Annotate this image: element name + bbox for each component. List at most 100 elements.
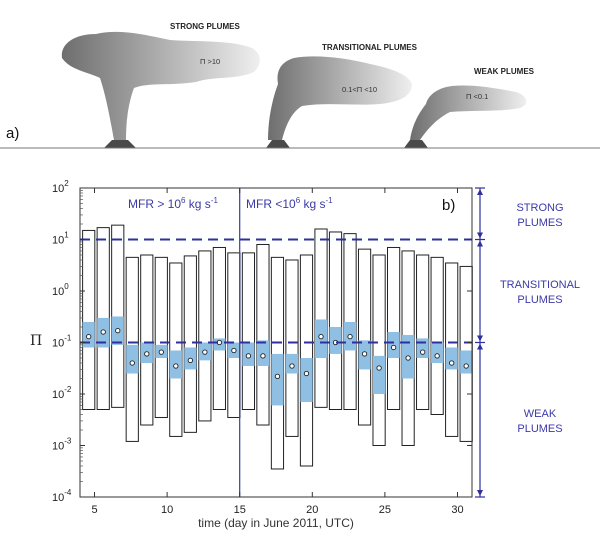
median-point-7: [187, 357, 193, 364]
category-markers: [475, 187, 485, 498]
range-bar-4: [140, 254, 154, 426]
category-arrow-up-1: [477, 240, 483, 247]
weak-plumes-title: WEAK PLUMES: [474, 67, 535, 76]
category-arrow-down-1: [477, 335, 483, 342]
y-tick-label-6: 10-4: [52, 488, 72, 504]
overlay-layer: [80, 188, 472, 497]
median-point-25: [449, 360, 455, 366]
x-tick-label-1: 10: [161, 504, 173, 516]
y-tick-label-1: 101: [52, 231, 69, 247]
category-arrow-up-0: [477, 189, 483, 195]
median-point-15: [303, 370, 310, 377]
weak-volcano-vent: [404, 140, 428, 148]
x-tick-label-3: 20: [306, 504, 318, 516]
x-tick-label-4: 25: [379, 504, 391, 516]
range-bar-19: [357, 248, 372, 426]
range-bar-17: [328, 231, 343, 411]
range-bar-21: [387, 246, 401, 411]
median-point-4: [144, 351, 150, 357]
iqr-bar-25: [445, 347, 458, 370]
category-arrow-down-2: [477, 490, 483, 496]
range-bar-5: [154, 256, 168, 418]
mfr-left-label: MFR > 106 kg s-1: [128, 196, 218, 211]
strong-plumes-title: STRONG PLUMES: [170, 22, 240, 31]
median-point-2: [115, 327, 121, 334]
range-bar-23: [416, 254, 430, 411]
y-tick-label-5: 10-3: [52, 437, 72, 453]
x-axis-label: time (day in June 2011, UTC): [198, 516, 354, 530]
strong-category-label-line2: PLUMES: [517, 217, 562, 229]
median-point-8: [202, 349, 208, 355]
iqr-bar-23: [416, 338, 429, 359]
iqr-bar-26: [460, 350, 473, 374]
range-bar-6: [169, 262, 183, 437]
range-bar-7: [183, 255, 197, 433]
illustration-panel: a) STRONG PLUMES Π >10 TRANSITIONAL PLUM…: [0, 22, 600, 149]
range-bar-9: [212, 246, 226, 411]
range-bar-12: [256, 243, 270, 426]
median-point-26: [463, 363, 469, 369]
y-tick-label-0: 102: [52, 179, 69, 195]
median-point-16: [318, 333, 324, 340]
strong-plumes-condition: Π >10: [200, 57, 220, 66]
median-point-1: [100, 329, 106, 335]
median-point-22: [405, 355, 411, 361]
iqr-bar-13: [271, 353, 284, 406]
median-point-12: [260, 353, 266, 359]
median-point-3: [129, 360, 135, 366]
median-point-20: [376, 365, 382, 371]
median-point-21: [390, 344, 397, 351]
range-bar-11: [241, 252, 256, 411]
iqr-bar-20: [372, 355, 386, 394]
strong-plume-illustration: [61, 31, 260, 148]
transitional-plume-illustration: [266, 56, 412, 148]
y-tick-label-4: 10-2: [52, 385, 72, 401]
median-point-0: [86, 333, 92, 340]
median-point-14: [289, 363, 295, 369]
ticks-layer: 5 10 15 20 25 30 102 101 100 10-1 10-2 10-3 10-4: [52, 179, 472, 516]
panel-b-label: b): [442, 197, 455, 214]
y-axis-label: Π: [30, 333, 42, 349]
x-tick-label-0: 5: [91, 504, 97, 516]
range-bar-2: [111, 224, 125, 408]
strong-category-label-line1: STRONG: [516, 202, 563, 214]
weak-category-label-line1: WEAK: [524, 408, 557, 420]
range-bar-18: [343, 233, 357, 411]
median-point-5: [158, 349, 164, 355]
x-tick-label-5: 30: [451, 504, 463, 516]
mfr-right-label: MFR <106 kg s-1: [246, 196, 333, 211]
transitional-category-label-line2: PLUMES: [517, 294, 562, 306]
y-tick-label-3: 10-1: [52, 334, 72, 350]
weak-plume-illustration: [404, 85, 527, 148]
iqr-bar-15: [300, 358, 313, 402]
iqr-bar-12: [256, 340, 270, 366]
range-bar-10: [227, 252, 241, 418]
category-arrow-down-0: [477, 232, 483, 239]
iqr-bar-3: [126, 344, 139, 374]
median-point-6: [173, 363, 179, 369]
pi-chart: 5 10 15 20 25 30 102 101 100 10-1 10-2 10-3 10-4 Π t…: [30, 179, 580, 530]
transitional-plumes-condition: 0.1<Π <10: [342, 85, 377, 94]
y-tick-label-2: 100: [52, 282, 69, 298]
iqr-bar-24: [431, 342, 444, 363]
range-bar-8: [198, 250, 212, 422]
bars-layer: [82, 224, 473, 470]
weak-category-label-line2: PLUMES: [517, 423, 562, 435]
median-point-23: [419, 349, 426, 355]
median-point-19: [361, 351, 368, 357]
median-point-10: [231, 347, 237, 354]
weak-plumes-condition: Π <0.1: [466, 92, 488, 101]
panel-a-label: a): [6, 125, 19, 142]
median-point-24: [434, 353, 440, 359]
range-bar-24: [430, 256, 444, 415]
median-point-11: [245, 353, 252, 359]
transitional-category-label-line1: TRANSITIONAL: [500, 279, 580, 291]
category-arrow-up-2: [477, 343, 483, 350]
median-point-18: [347, 333, 353, 340]
range-bar-16: [314, 228, 328, 408]
range-bar-0: [82, 229, 96, 411]
range-bar-20: [372, 254, 386, 446]
range-bar-14: [285, 259, 299, 437]
transitional-plumes-title: TRANSITIONAL PLUMES: [322, 43, 418, 52]
